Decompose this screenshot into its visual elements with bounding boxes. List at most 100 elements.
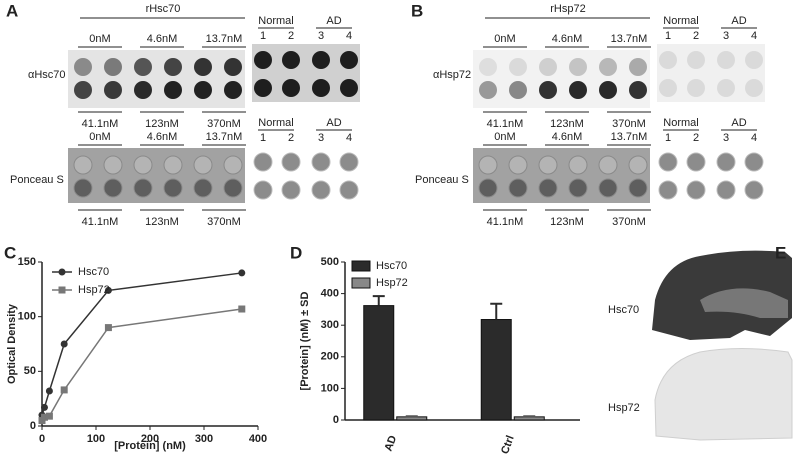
blot-dot [687,51,705,69]
group-label: AD [326,15,341,27]
blot-membrane [68,148,245,203]
blot-dot [103,178,123,198]
point [238,305,246,313]
blot-dot [745,79,763,97]
conc-label: 123nM [550,216,584,228]
blot-dot [223,178,243,198]
blot-dot [224,81,242,99]
blot-dot [193,178,213,198]
blot-dot [311,152,331,172]
panel-label: A [6,1,18,20]
conc-label: 370nM [207,118,241,130]
y-axis-label: Optical Density [6,303,18,384]
blot-dot [254,51,272,69]
blot-dot [568,178,588,198]
row-label: Hsc70 [608,304,639,316]
blot-dot [508,155,528,175]
lane-label: 2 [288,30,294,42]
panel-label: C [4,243,16,262]
conc-label: 370nM [612,216,646,228]
x-axis-label: [Protein] (nM) [114,440,186,452]
series-line [41,308,242,421]
row-label: Ponceau S [415,174,469,186]
x-tick-label: 300 [195,433,213,445]
error-bar [523,415,536,418]
legend-marker [58,268,66,276]
legend-label: Hsc70 [376,260,407,272]
blot-dot [163,178,183,198]
panel-label: E [775,243,786,262]
conc-label: 370nM [612,118,646,130]
lane-label: 2 [693,132,699,144]
y-tick-label: 100 [321,382,339,394]
blot-membrane [68,50,245,108]
conc-label: 4.6nM [552,33,583,45]
blot-dot [744,180,764,200]
blot-dot [745,51,763,69]
x-tick-label: AD [383,434,400,453]
panel-label: B [411,1,423,20]
tissue-images [652,250,793,441]
legend-label: Hsp72 [78,284,110,296]
point [60,386,68,394]
blot-dot [686,180,706,200]
legend-label: Hsp72 [376,277,408,289]
lane-label: 3 [318,30,324,42]
blot-dot [538,178,558,198]
error-bar [372,295,385,306]
bar [480,319,512,421]
blot-dot [599,81,617,99]
series-line [41,272,242,416]
point [45,387,53,395]
blot-dot [312,51,330,69]
group-label: Normal [663,117,698,129]
blot-dot [194,58,212,76]
lane-label: 4 [751,132,757,144]
blot-dot [339,152,359,172]
lane-label: 2 [693,30,699,42]
y-tick-label: 500 [321,256,339,268]
blot-dot [104,58,122,76]
legend-marker [58,286,66,294]
blot-dot [539,58,557,76]
group-label: AD [326,117,341,129]
panel-label: D [290,243,302,262]
blot-dot [598,178,618,198]
conc-label: 13.7nM [611,33,648,45]
point [60,340,68,348]
point [40,413,48,421]
group-label: AD [731,15,746,27]
blot-dot [629,58,647,76]
bar [396,416,428,421]
blot-title: rHsp72 [550,3,585,15]
blot-dot [134,81,152,99]
point [104,324,112,332]
blot-membrane [473,148,650,203]
lane-label: 4 [751,30,757,42]
x-tick-label: 0 [39,433,45,445]
blot-dot [74,81,92,99]
blot-dot [103,155,123,175]
bar [513,416,545,421]
blot-dot [659,51,677,69]
blot-dot [687,79,705,97]
blot-dot [164,81,182,99]
blot-dot [73,155,93,175]
conc-label: 4.6nM [147,33,178,45]
blot-dot [569,58,587,76]
conc-label: 41.1nM [487,118,524,130]
x-tick-label: 200 [141,433,159,445]
blot-dot [716,180,736,200]
blot-membrane [473,50,650,108]
point [238,269,246,277]
lane-label: 3 [723,132,729,144]
blot-dot [253,180,273,200]
legend-label: Hsc70 [78,266,109,278]
point [45,412,53,420]
row-label: αHsc70 [28,69,66,81]
blot-dot [164,58,182,76]
blot-dot [193,155,213,175]
group-label: Normal [663,15,698,27]
blot-dot [716,152,736,172]
y-tick-label: 0 [30,420,36,432]
